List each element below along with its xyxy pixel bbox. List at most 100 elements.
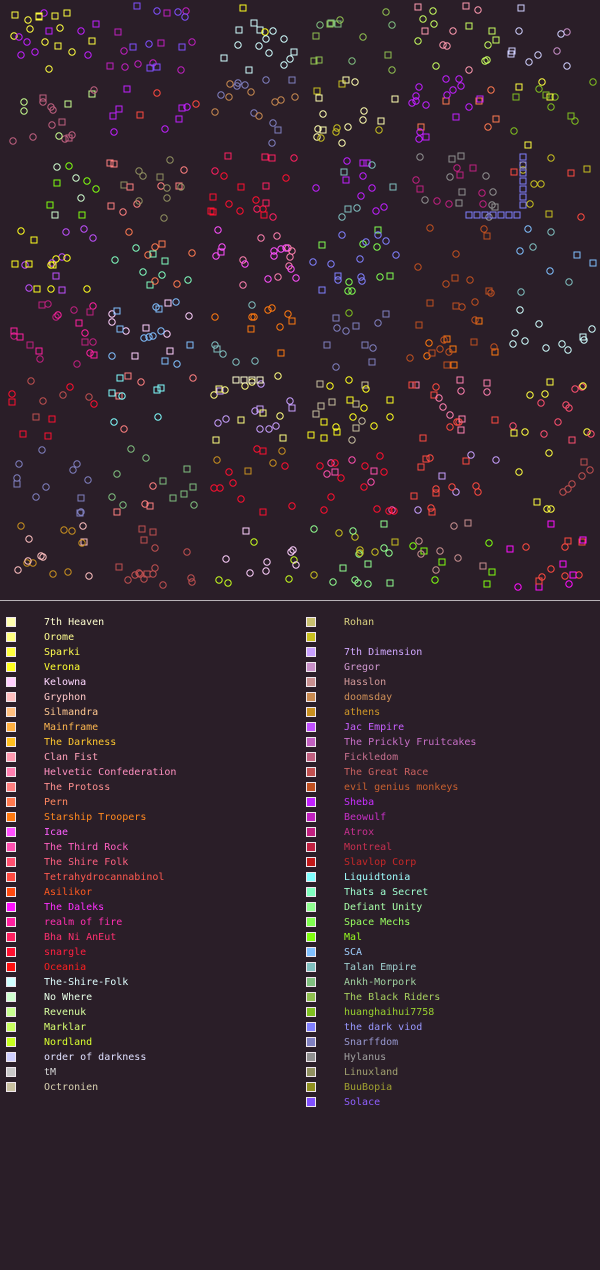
planet-marker[interactable] <box>27 377 35 385</box>
starbase-marker[interactable] <box>458 188 466 196</box>
planet-marker[interactable] <box>190 501 198 509</box>
starbase-marker[interactable] <box>340 168 348 176</box>
starbase-marker[interactable] <box>90 351 98 359</box>
starbase-marker[interactable] <box>30 236 38 244</box>
fleet-trail-marker[interactable] <box>519 161 527 169</box>
starbase-marker[interactable] <box>106 62 114 70</box>
starbase-marker[interactable] <box>568 436 576 444</box>
planet-marker[interactable] <box>408 99 416 107</box>
starbase-marker[interactable] <box>488 27 496 35</box>
starbase-marker[interactable] <box>163 9 171 17</box>
planet-marker[interactable] <box>83 285 91 293</box>
starbase-marker[interactable] <box>382 310 390 318</box>
planet-marker[interactable] <box>90 86 98 94</box>
planet-marker[interactable] <box>66 383 74 391</box>
planet-marker[interactable] <box>471 316 479 324</box>
fleet-trail-marker[interactable] <box>481 211 489 219</box>
starbase-marker[interactable] <box>78 211 86 219</box>
planet-marker[interactable] <box>217 91 225 99</box>
planet-marker[interactable] <box>575 571 583 579</box>
starbase-marker[interactable] <box>569 571 577 579</box>
starbase-marker[interactable] <box>364 560 372 568</box>
planet-marker[interactable] <box>370 422 378 430</box>
starbase-marker[interactable] <box>186 341 194 349</box>
planet-marker[interactable] <box>273 232 281 240</box>
starbase-marker[interactable] <box>159 477 167 485</box>
planet-marker[interactable] <box>589 78 597 86</box>
starbase-marker[interactable] <box>479 562 487 570</box>
planet-marker[interactable] <box>248 301 256 309</box>
starbase-marker[interactable] <box>412 381 420 389</box>
starbase-marker[interactable] <box>133 2 141 10</box>
starbase-marker[interactable] <box>408 381 416 389</box>
planet-marker[interactable] <box>326 382 334 390</box>
planet-marker[interactable] <box>333 124 341 132</box>
planet-marker[interactable] <box>63 254 71 262</box>
planet-marker[interactable] <box>474 6 482 14</box>
starbase-marker[interactable] <box>261 153 269 161</box>
starbase-marker[interactable] <box>386 579 394 587</box>
planet-marker[interactable] <box>149 570 157 578</box>
planet-marker[interactable] <box>274 372 282 380</box>
starbase-marker[interactable] <box>462 2 470 10</box>
planet-marker[interactable] <box>452 250 460 258</box>
planet-marker[interactable] <box>514 583 522 591</box>
starbase-marker[interactable] <box>579 536 587 544</box>
planet-marker[interactable] <box>272 422 280 430</box>
planet-marker[interactable] <box>371 548 379 556</box>
planet-marker[interactable] <box>474 488 482 496</box>
starbase-marker[interactable] <box>80 538 88 546</box>
planet-marker[interactable] <box>127 445 135 453</box>
starbase-marker[interactable] <box>573 251 581 259</box>
planet-marker[interactable] <box>375 126 383 134</box>
planet-marker[interactable] <box>349 527 357 535</box>
planet-marker[interactable] <box>153 7 161 15</box>
planet-marker[interactable] <box>415 135 423 143</box>
planet-marker[interactable] <box>449 86 457 94</box>
planet-marker[interactable] <box>571 117 579 125</box>
planet-marker[interactable] <box>368 161 376 169</box>
planet-marker[interactable] <box>270 247 278 255</box>
planet-marker[interactable] <box>280 61 288 69</box>
starbase-marker[interactable] <box>169 494 177 502</box>
planet-marker[interactable] <box>333 324 341 332</box>
planet-marker[interactable] <box>348 287 356 295</box>
starbase-marker[interactable] <box>224 152 232 160</box>
planet-marker[interactable] <box>65 162 73 170</box>
planet-marker[interactable] <box>151 564 159 572</box>
planet-marker[interactable] <box>286 253 294 261</box>
starbase-marker[interactable] <box>327 19 335 27</box>
starbase-marker[interactable] <box>361 381 369 389</box>
planet-marker[interactable] <box>534 51 542 59</box>
planet-marker[interactable] <box>17 522 25 530</box>
starbase-marker[interactable] <box>442 97 450 105</box>
planet-marker[interactable] <box>483 388 491 396</box>
planet-marker[interactable] <box>521 337 529 345</box>
planet-marker[interactable] <box>526 391 534 399</box>
starbase-marker[interactable] <box>361 341 369 349</box>
planet-marker[interactable] <box>373 243 381 251</box>
planet-marker[interactable] <box>83 177 91 185</box>
planet-marker[interactable] <box>135 569 143 577</box>
planet-marker[interactable] <box>414 37 422 45</box>
planet-marker[interactable] <box>276 412 284 420</box>
planet-marker[interactable] <box>248 313 256 321</box>
planet-marker[interactable] <box>70 306 78 314</box>
starbase-marker[interactable] <box>13 480 21 488</box>
planet-marker[interactable] <box>140 334 148 342</box>
starbase-marker[interactable] <box>88 90 96 98</box>
starbase-marker[interactable] <box>414 3 422 11</box>
planet-marker[interactable] <box>526 200 534 208</box>
planet-marker[interactable] <box>364 580 372 588</box>
planet-marker[interactable] <box>232 358 240 366</box>
planet-marker[interactable] <box>25 284 33 292</box>
planet-marker[interactable] <box>565 580 573 588</box>
planet-marker[interactable] <box>564 346 572 354</box>
planet-marker[interactable] <box>542 344 550 352</box>
planet-marker[interactable] <box>135 197 143 205</box>
starbase-marker[interactable] <box>149 250 157 258</box>
planet-marker[interactable] <box>509 340 517 348</box>
planet-marker[interactable] <box>455 75 463 83</box>
planet-marker[interactable] <box>215 576 223 584</box>
planet-marker[interactable] <box>287 548 295 556</box>
